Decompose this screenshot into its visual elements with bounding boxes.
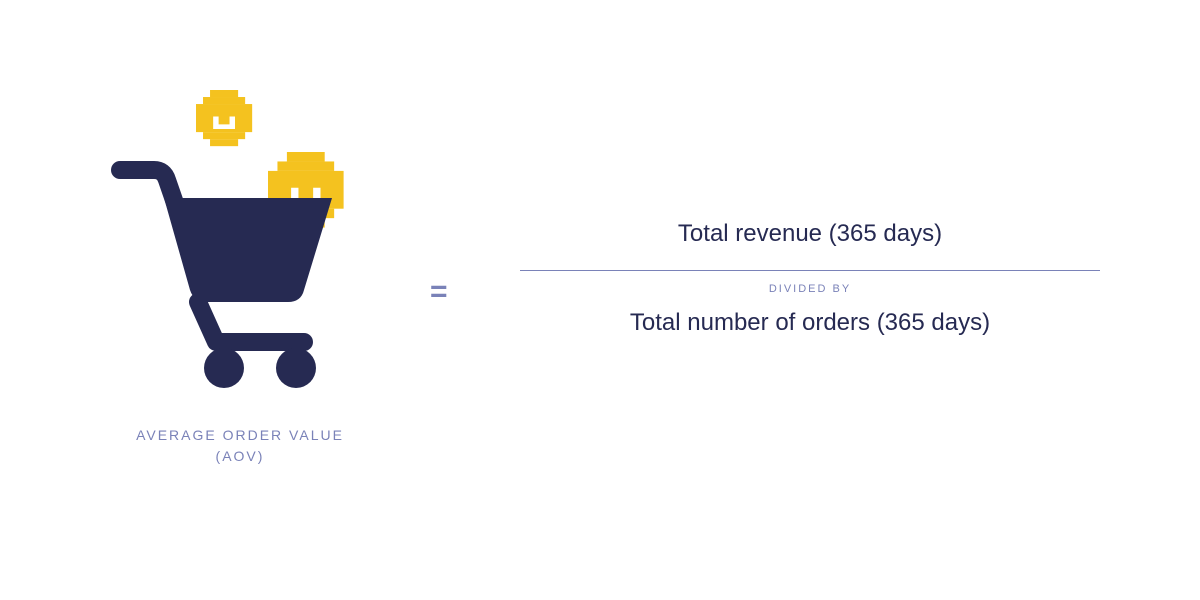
formula-numerator: Total revenue (365 days) [520, 220, 1100, 248]
divided-by-label: DIVIDED BY [520, 283, 1100, 295]
aov-icon-block: AVERAGE ORDER VALUE (AOV) [100, 80, 380, 467]
coin-icon [196, 90, 252, 146]
formula-stage: AVERAGE ORDER VALUE (AOV) = Total revenu… [0, 0, 1200, 600]
formula-fraction: Total revenue (365 days) DIVIDED BY Tota… [520, 220, 1100, 337]
shopping-cart-coins-icon [110, 80, 370, 400]
fraction-divider [520, 270, 1100, 271]
aov-icon-caption: AVERAGE ORDER VALUE (AOV) [100, 425, 380, 467]
formula-denominator: Total number of orders (365 days) [520, 309, 1100, 337]
equals-symbol: = [430, 275, 448, 309]
shopping-cart-icon [120, 170, 332, 388]
